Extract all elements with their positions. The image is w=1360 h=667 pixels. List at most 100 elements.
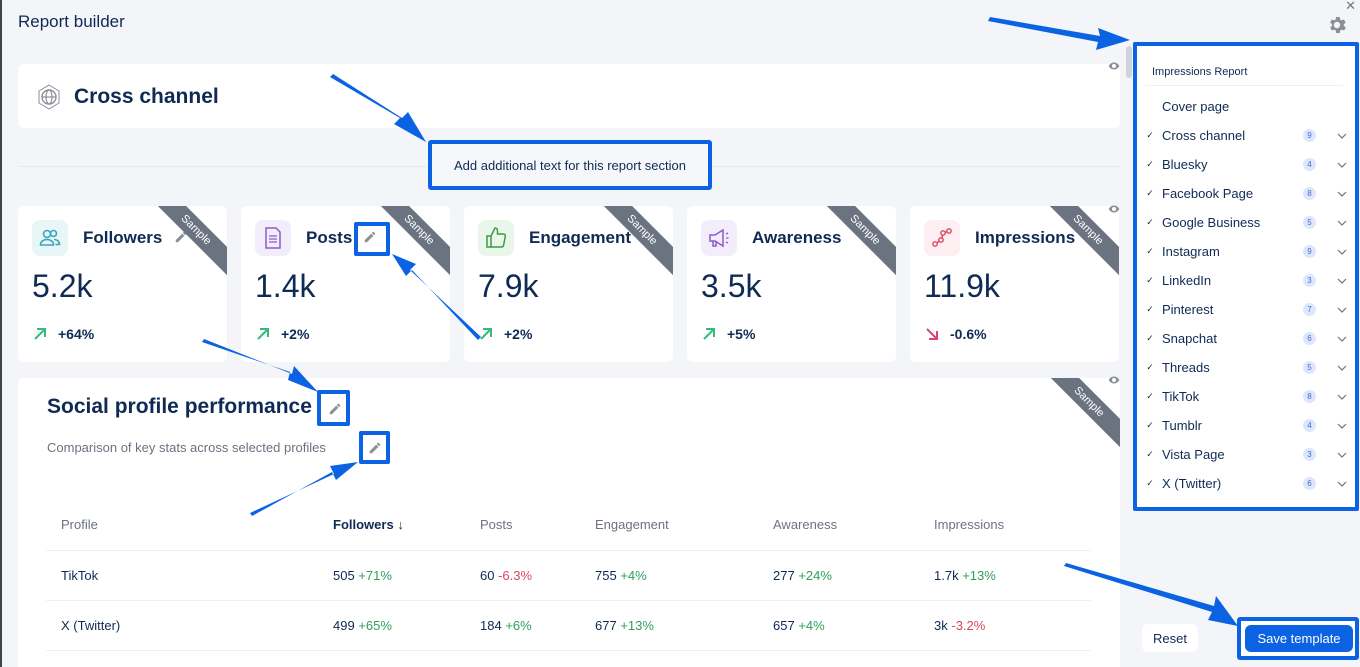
count-badge: 4 [1303, 419, 1316, 432]
pencil-icon[interactable] [363, 230, 377, 244]
checkbox-checked-icon[interactable]: ✓ [1146, 304, 1154, 314]
column-header-engagement[interactable]: Engagement [595, 517, 669, 533]
report-canvas: Cross channel Add additional text for th… [18, 48, 1122, 667]
scrollbar[interactable] [1126, 46, 1132, 78]
chevron-down-icon[interactable] [1337, 189, 1347, 199]
chevron-down-icon[interactable] [1337, 160, 1347, 170]
sidebar-item-threads[interactable]: ✓ Threads 5 [1137, 353, 1355, 382]
count-badge: 3 [1303, 274, 1316, 287]
sample-ribbon: Sample [1050, 378, 1120, 448]
sidebar-item-google-business[interactable]: ✓ Google Business 5 [1137, 208, 1355, 237]
count-badge: 6 [1303, 332, 1316, 345]
count-badge: 6 [1303, 477, 1316, 490]
kpi-card-impressions: Impressions Sample 11.9k -0.6% [910, 206, 1119, 362]
count-badge: 9 [1303, 129, 1316, 142]
card-label: Impressions [975, 228, 1076, 247]
impressions-icon [924, 220, 960, 256]
column-header-awareness[interactable]: Awareness [773, 517, 838, 533]
chevron-down-icon[interactable] [1337, 305, 1347, 315]
chevron-down-icon[interactable] [1337, 334, 1347, 344]
sidebar-item-tiktok[interactable]: ✓ TikTok 8 [1137, 382, 1355, 411]
pencil-icon[interactable] [174, 230, 188, 244]
chevron-down-icon[interactable] [1337, 479, 1347, 489]
count-badge: 7 [1303, 303, 1316, 316]
sample-ribbon: Sample [826, 206, 896, 276]
column-header-impressions[interactable]: Impressions [934, 517, 1005, 533]
pencil-icon[interactable] [328, 402, 342, 416]
column-header-profile[interactable]: Profile [61, 517, 98, 533]
sidebar-item-tumblr[interactable]: ✓ Tumblr 4 [1137, 411, 1355, 440]
checkbox-checked-icon[interactable]: ✓ [1146, 449, 1154, 459]
highlight-box [317, 390, 350, 426]
checkbox[interactable] [1144, 101, 1156, 113]
card-trend: +2% [255, 326, 309, 342]
trend-up-icon [34, 328, 46, 340]
cross-channel-icon [38, 84, 60, 110]
checkbox-checked-icon[interactable]: ✓ [1146, 275, 1154, 285]
kpi-card-posts: Posts Sample 1.4k +2% [241, 206, 450, 362]
count-badge: 9 [1303, 245, 1316, 258]
eye-icon[interactable] [1108, 60, 1120, 72]
sidebar-item-pinterest[interactable]: ✓ Pinterest 7 [1137, 295, 1355, 324]
followers-icon [32, 220, 68, 256]
performance-table: Profile Followers ↓ Posts Engagement Awa… [46, 500, 1091, 667]
chevron-down-icon[interactable] [1337, 247, 1347, 257]
column-header-posts[interactable]: Posts [480, 517, 513, 533]
report-sections-panel: Impressions Report Cover page ✓ Cross ch… [1133, 42, 1359, 511]
eye-icon[interactable] [1108, 203, 1120, 215]
checkbox-checked-icon[interactable]: ✓ [1146, 391, 1154, 401]
column-header-followers[interactable]: Followers ↓ [333, 517, 404, 533]
checkbox-checked-icon[interactable]: ✓ [1146, 420, 1154, 430]
social-profile-performance-section: Social profile performance Comparison of… [18, 378, 1120, 667]
close-icon[interactable]: ✕ [1345, 0, 1356, 13]
gear-icon[interactable] [1326, 14, 1348, 36]
count-badge: 5 [1303, 216, 1316, 229]
eye-icon[interactable] [1108, 374, 1120, 386]
checkbox-checked-icon[interactable]: ✓ [1146, 333, 1154, 343]
card-label: Posts [306, 228, 353, 247]
sidebar-item-linkedin[interactable]: ✓ LinkedIn 3 [1137, 266, 1355, 295]
chevron-down-icon[interactable] [1337, 131, 1347, 141]
chevron-down-icon[interactable] [1337, 421, 1347, 431]
sidebar-item-facebook-page[interactable]: ✓ Facebook Page 8 [1137, 179, 1355, 208]
sidebar-item-bluesky[interactable]: ✓ Bluesky 4 [1137, 150, 1355, 179]
chevron-down-icon[interactable] [1337, 363, 1347, 373]
table-row: X (Twitter) 499 +65% 184 +6% 677 +13% 65… [46, 599, 1091, 650]
report-name-input[interactable]: Impressions Report [1145, 56, 1343, 86]
add-section-text-input[interactable]: Add additional text for this report sect… [428, 140, 712, 190]
table-row: TikTok 505 +71% 60 -6.3% 755 +4% 277 +24… [46, 549, 1091, 600]
sidebar-item-vista-page[interactable]: ✓ Vista Page 3 [1137, 440, 1355, 469]
pencil-icon[interactable] [368, 441, 382, 455]
posts-icon [255, 220, 291, 256]
chevron-down-icon[interactable] [1337, 218, 1347, 228]
card-trend: +5% [701, 326, 755, 342]
checkbox-checked-icon[interactable]: ✓ [1146, 362, 1154, 372]
chevron-down-icon[interactable] [1337, 276, 1347, 286]
checkbox-checked-icon[interactable]: ✓ [1146, 246, 1154, 256]
checkbox-checked-icon[interactable]: ✓ [1146, 217, 1154, 227]
checkbox-checked-icon[interactable]: ✓ [1146, 188, 1154, 198]
checkbox-checked-icon[interactable]: ✓ [1146, 159, 1154, 169]
sidebar-item-x-twitter[interactable]: ✓ X (Twitter) 6 [1137, 469, 1355, 498]
sidebar-item-instagram[interactable]: ✓ Instagram 9 [1137, 237, 1355, 266]
sample-ribbon: Sample [157, 206, 227, 276]
count-badge: 3 [1303, 448, 1316, 461]
trend-up-icon [480, 328, 492, 340]
window-title: Report builder [18, 12, 125, 31]
reset-button[interactable]: Reset [1142, 624, 1198, 652]
save-template-button[interactable]: Save template [1245, 625, 1353, 652]
performance-subtitle: Comparison of key stats across selected … [47, 440, 326, 455]
trend-down-icon [926, 328, 938, 340]
sidebar-item-cover-page[interactable]: Cover page [1137, 92, 1355, 121]
count-badge: 5 [1303, 361, 1316, 374]
checkbox-checked-icon[interactable]: ✓ [1146, 130, 1154, 140]
checkbox-checked-icon[interactable]: ✓ [1146, 478, 1154, 488]
chevron-down-icon[interactable] [1337, 450, 1347, 460]
count-badge: 8 [1303, 187, 1316, 200]
trend-up-icon [703, 328, 715, 340]
card-value: 5.2k [32, 268, 93, 304]
sidebar-item-cross-channel[interactable]: ✓ Cross channel 9 [1137, 121, 1355, 150]
sidebar-item-snapchat[interactable]: ✓ Snapchat 6 [1137, 324, 1355, 353]
chevron-down-icon[interactable] [1337, 392, 1347, 402]
